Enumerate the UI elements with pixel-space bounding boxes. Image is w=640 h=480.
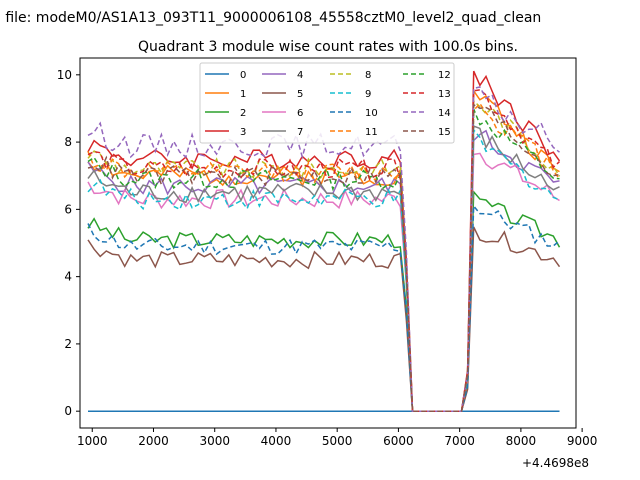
legend-label-13: 13 xyxy=(438,89,451,100)
legend-label-6: 6 xyxy=(297,108,303,119)
y-axis: 0 2 4 6 8 10 xyxy=(57,68,80,418)
x-axis: 1000 2000 3000 4000 5000 6000 7000 8000 9000 xyxy=(77,428,597,448)
plot-frame xyxy=(79,57,577,429)
series-line-8 xyxy=(87,99,561,412)
legend-frame xyxy=(199,62,455,144)
legend-label-9: 9 xyxy=(365,89,371,100)
series-line-9 xyxy=(87,127,560,412)
x-tick-label: 1000 xyxy=(77,434,108,448)
y-tick-label: 4 xyxy=(64,270,72,284)
x-tick-label: 9000 xyxy=(567,434,598,448)
y-tick-label: 6 xyxy=(64,202,72,216)
y-tick-label: 8 xyxy=(64,135,72,149)
plot-lines xyxy=(87,70,561,412)
series-line-11 xyxy=(87,102,561,412)
legend-label-11: 11 xyxy=(365,127,378,138)
y-tick-label: 2 xyxy=(64,337,72,351)
series-line-2 xyxy=(87,189,561,412)
legend-label-4: 4 xyxy=(297,70,303,81)
series-line-10 xyxy=(87,203,560,412)
series-line-6 xyxy=(87,152,560,412)
legend-label-12: 12 xyxy=(438,70,451,81)
legend-label-3: 3 xyxy=(240,127,246,138)
legend-label-8: 8 xyxy=(365,70,371,81)
x-tick-label: 8000 xyxy=(506,434,537,448)
series-line-5 xyxy=(87,226,561,412)
x-offset-label: +4.4698e8 xyxy=(522,456,589,470)
x-tick-label: 6000 xyxy=(383,434,414,448)
series-line-15 xyxy=(87,103,560,412)
x-tick-label: 5000 xyxy=(322,434,353,448)
series-line-3 xyxy=(87,70,561,412)
legend-label-10: 10 xyxy=(365,108,378,119)
chart-title: Quadrant 3 module wise count rates with … xyxy=(138,39,518,55)
series-line-1 xyxy=(87,88,560,412)
legend-label-0: 0 xyxy=(240,70,246,81)
figure-suptitle: n file: modeM0/AS1A13_093T11_9000006108_… xyxy=(0,10,541,26)
y-tick-label: 10 xyxy=(57,68,72,82)
x-tick-label: 3000 xyxy=(199,434,230,448)
x-tick-label: 4000 xyxy=(261,434,292,448)
legend-label-1: 1 xyxy=(240,89,246,100)
legend-label-7: 7 xyxy=(297,127,303,138)
series-line-12 xyxy=(87,108,560,412)
legend-label-2: 2 xyxy=(240,108,246,119)
series-line-14 xyxy=(87,86,560,412)
y-tick-label: 0 xyxy=(64,404,72,418)
legend-label-15: 15 xyxy=(438,127,451,138)
legend-label-14: 14 xyxy=(438,108,451,119)
legend-label-5: 5 xyxy=(297,89,303,100)
x-tick-label: 2000 xyxy=(138,434,169,448)
x-tick-label: 7000 xyxy=(444,434,475,448)
